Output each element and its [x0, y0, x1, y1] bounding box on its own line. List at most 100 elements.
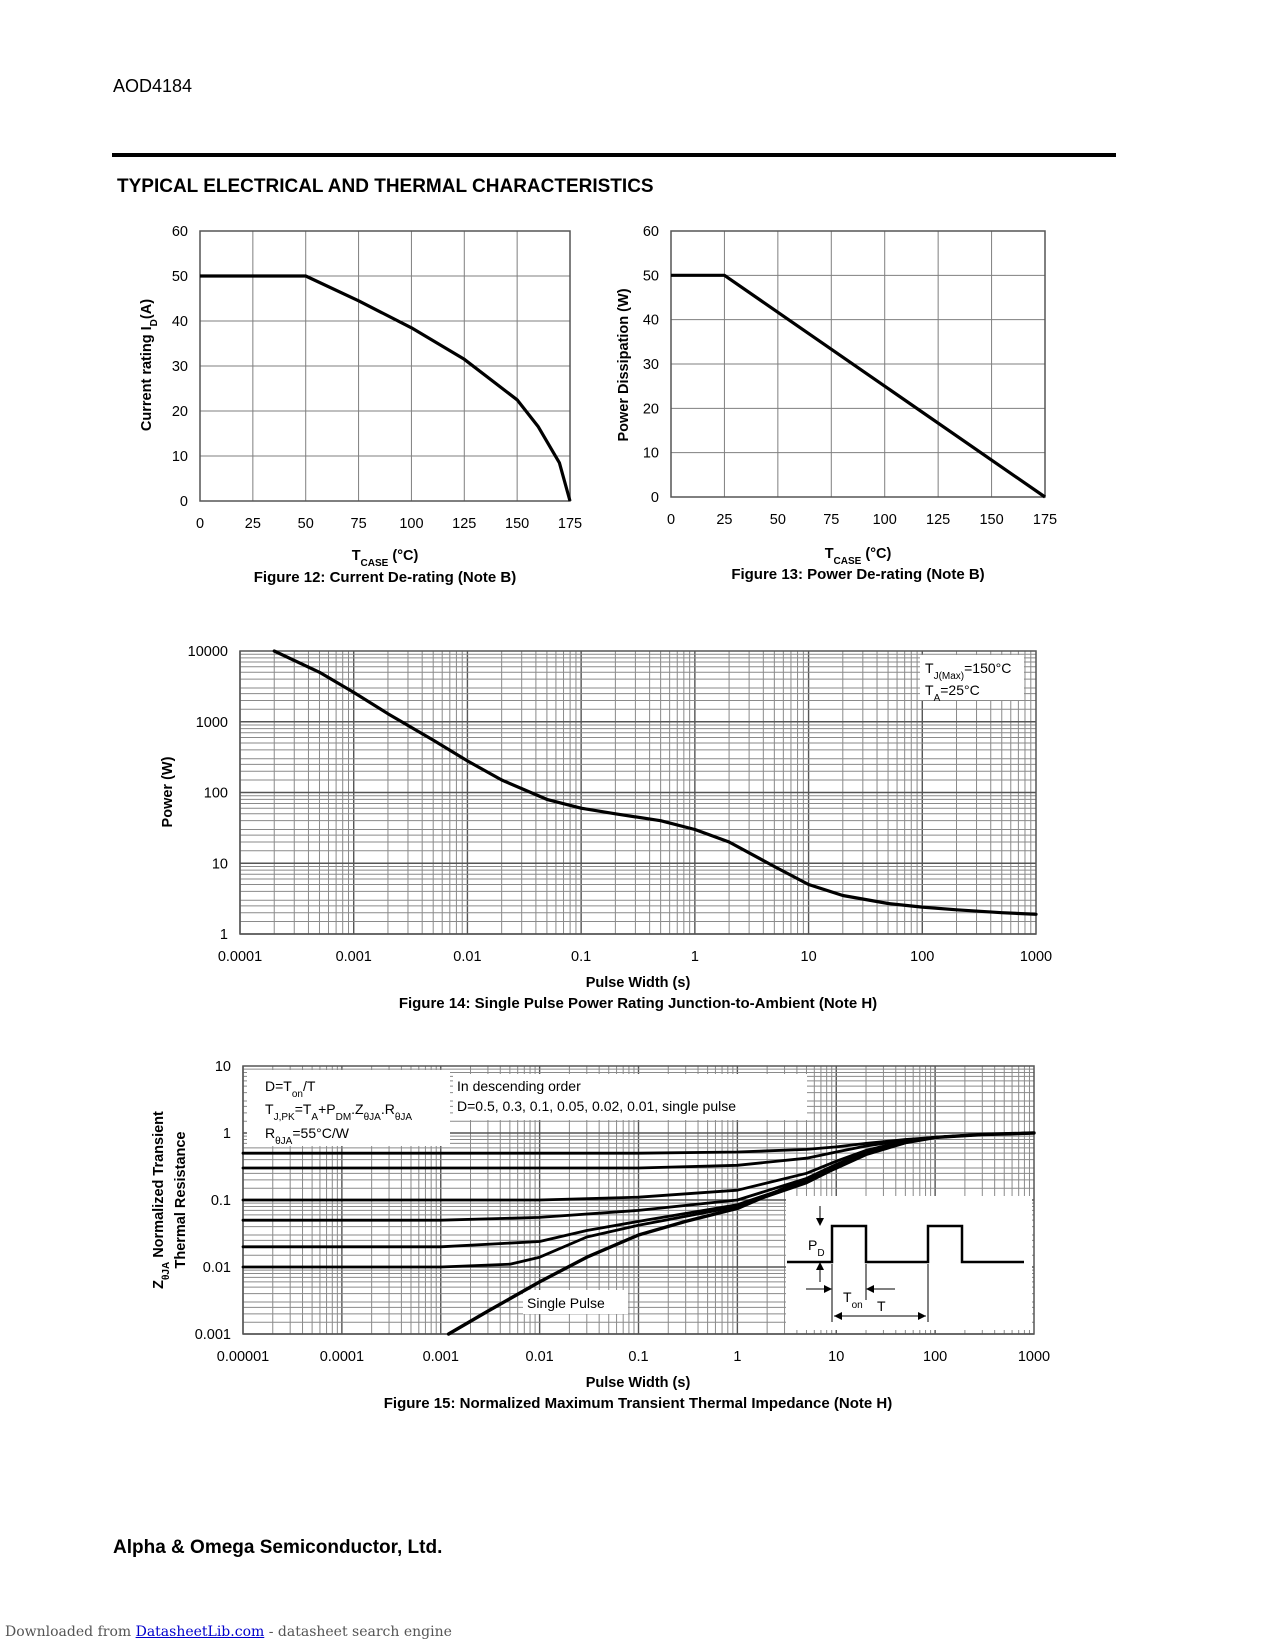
x-tick-label: 75	[823, 512, 839, 528]
y-tick-label: 50	[643, 268, 659, 284]
order-legend-line1: In descending order	[457, 1078, 581, 1094]
x-axis-label: TCASE (°C)	[352, 548, 419, 569]
y-axis-label: Current rating ID(A)	[139, 299, 160, 431]
x-tick-label: 50	[770, 512, 786, 528]
x-tick-label: 0	[196, 516, 204, 532]
part-number: AOD4184	[113, 76, 193, 96]
x-tick-label: 100	[910, 949, 934, 965]
x-tick-label: 0.01	[453, 949, 481, 965]
y-tick-label: 0.1	[211, 1193, 231, 1209]
ta-annotation: TA=25°C	[925, 682, 980, 704]
x-tick-label: 100	[923, 1349, 947, 1365]
x-tick-label: 150	[979, 512, 1003, 528]
y-tick-label: 30	[643, 357, 659, 373]
y-tick-label: 30	[172, 359, 188, 375]
fig15-group: 0.00001 0.0001 0.001 0.01 0.1 1 10 100 1000 0.001…	[151, 1059, 1050, 1412]
y-axis-label: Power Dissipation (W)	[616, 288, 632, 441]
datasheetlib-link[interactable]: DatasheetLib.com	[135, 1624, 265, 1640]
y-tick-label: 40	[172, 314, 188, 330]
download-footer: Downloaded from DatasheetLib.com - datas…	[5, 1624, 452, 1640]
section-title: TYPICAL ELECTRICAL AND THERMAL CHARACTER…	[117, 176, 654, 197]
y-tick-label: 20	[172, 404, 188, 420]
download-prefix: Downloaded from	[5, 1624, 136, 1640]
x-tick-label: 10	[828, 1349, 844, 1365]
tj-formula-legend: TJ,PK=TA+PDM.ZθJA.RθJA	[265, 1101, 412, 1123]
x-tick-label: 175	[1033, 512, 1057, 528]
y-tick-label: 1	[220, 927, 228, 943]
plot-frame	[199, 230, 571, 502]
plot-frame	[670, 230, 1046, 498]
legend-right-box	[453, 1074, 807, 1120]
x-tick-label: 0.00001	[217, 1349, 269, 1365]
t-label: T	[877, 1298, 886, 1314]
y-tick-label: 10	[172, 449, 188, 465]
fig12-group: 0 25 50 75 100 125 150 175 0 10 20 30 40 50 60 Current …	[139, 224, 582, 586]
series-line	[200, 274, 572, 502]
x-tick-label: 75	[351, 516, 367, 532]
x-tick-label: 0.0001	[218, 949, 262, 965]
ton-arrowhead-right	[866, 1285, 874, 1293]
figure-12-caption: Figure 12: Current De-rating (Note B)	[254, 569, 517, 586]
y-tick-label: 0.01	[203, 1260, 231, 1276]
tj-max-annotation: TJ(Max)=150°C	[925, 660, 1011, 682]
order-legend-line2: D=0.5, 0.3, 0.1, 0.05, 0.02, 0.01, singl…	[457, 1098, 736, 1114]
x-tick-label: 150	[505, 516, 529, 532]
x-tick-label: 25	[716, 512, 732, 528]
pd-label: PD	[808, 1237, 825, 1259]
y-tick-label: 100	[204, 786, 228, 802]
pd-arrowhead-top	[816, 1218, 824, 1226]
ton-arrowhead-left	[824, 1285, 832, 1293]
fig14-group: 0.0001 0.001 0.01 0.1 1 10 100 1000 1 10 100 1000 10…	[160, 644, 1052, 1012]
figure-14-caption: Figure 14: Single Pulse Power Rating Jun…	[399, 995, 877, 1012]
series-line	[671, 273, 1046, 499]
x-tick-label: 0.01	[526, 1349, 554, 1365]
x-tick-label: 125	[926, 512, 950, 528]
legend-left-box	[247, 1070, 450, 1146]
header-rule	[112, 153, 1116, 157]
figure-13-caption: Figure 13: Power De-rating (Note B)	[731, 566, 984, 583]
y-tick-label: 0	[651, 490, 659, 506]
x-tick-label: 100	[399, 516, 423, 532]
x-tick-label: 50	[298, 516, 314, 532]
y-tick-label: 60	[643, 224, 659, 240]
x-tick-label: 1	[691, 949, 699, 965]
y-tick-label: 50	[172, 269, 188, 285]
x-axis-label: TCASE (°C)	[825, 546, 892, 567]
pulse-waveform-inset: PD Ton T	[787, 1206, 1024, 1322]
ton-label: Ton	[843, 1289, 863, 1311]
x-tick-label: 10	[801, 949, 817, 965]
x-tick-label: 1000	[1018, 1349, 1050, 1365]
x-tick-label: 0.001	[336, 949, 372, 965]
y-tick-label: 1	[223, 1126, 231, 1142]
x-tick-label: 1000	[1020, 949, 1052, 965]
duty-cycle-legend: D=Ton/T	[265, 1078, 316, 1100]
rthja-legend: RθJA=55°C/W	[265, 1125, 350, 1147]
series-line	[272, 649, 1038, 916]
y-tick-label: 10	[643, 446, 659, 462]
x-axis-label: Pulse Width (s)	[586, 975, 691, 991]
y-tick-label: 10	[212, 856, 228, 872]
y-axis-label-line2: Thermal Resistance	[173, 1131, 189, 1268]
y-tick-label: 0.001	[195, 1327, 231, 1343]
x-tick-label: 0.0001	[320, 1349, 364, 1365]
single-pulse-label: Single Pulse	[527, 1295, 605, 1311]
fig13-group: 0 25 50 75 100 125 150 175 0 10 20 30 40 50 60 Power Di…	[616, 224, 1057, 583]
y-axis-label: Power (W)	[160, 756, 176, 827]
y-tick-label: 40	[643, 313, 659, 329]
y-tick-label: 10000	[188, 644, 228, 660]
x-tick-label: 125	[452, 516, 476, 532]
y-axis-label-line1: ZθJA Normalized Transient	[151, 1111, 172, 1289]
t-arrowhead-left	[834, 1312, 842, 1320]
y-tick-label: 0	[180, 494, 188, 510]
x-tick-label: 25	[245, 516, 261, 532]
x-axis-label: Pulse Width (s)	[586, 1375, 691, 1391]
x-tick-label: 0.1	[571, 949, 591, 965]
series-line	[446, 1131, 1036, 1336]
y-tick-label: 10	[215, 1059, 231, 1075]
x-tick-label: 0.1	[628, 1349, 648, 1365]
pulse-waveform	[787, 1224, 1024, 1264]
x-tick-label: 175	[558, 516, 582, 532]
company-name: Alpha & Omega Semiconductor, Ltd.	[113, 1537, 443, 1558]
y-tick-label: 1000	[196, 715, 228, 731]
